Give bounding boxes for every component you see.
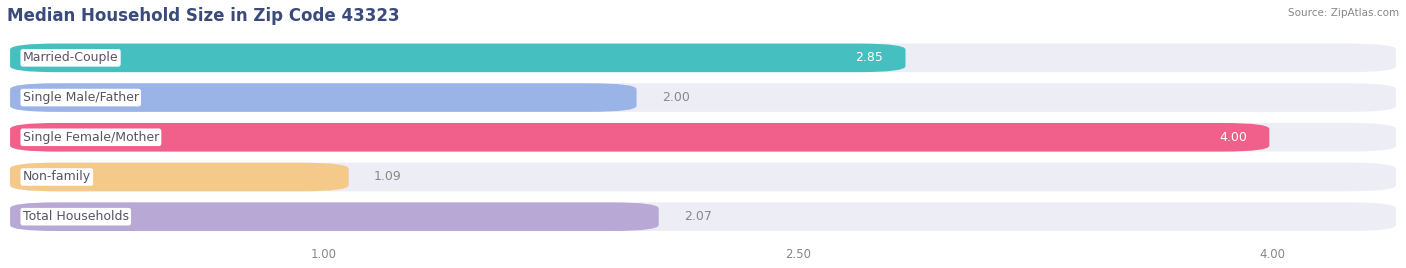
Text: Single Male/Father: Single Male/Father: [22, 91, 139, 104]
FancyBboxPatch shape: [10, 44, 905, 72]
Text: 2.85: 2.85: [855, 51, 883, 64]
Text: Married-Couple: Married-Couple: [22, 51, 118, 64]
Text: Total Households: Total Households: [22, 210, 129, 223]
FancyBboxPatch shape: [10, 202, 658, 231]
Text: 2.00: 2.00: [662, 91, 690, 104]
Text: 4.00: 4.00: [1219, 131, 1247, 144]
Text: Non-family: Non-family: [22, 170, 91, 184]
FancyBboxPatch shape: [10, 44, 1396, 72]
FancyBboxPatch shape: [10, 202, 1396, 231]
FancyBboxPatch shape: [10, 123, 1270, 152]
Text: Single Female/Mother: Single Female/Mother: [22, 131, 159, 144]
FancyBboxPatch shape: [10, 83, 637, 112]
FancyBboxPatch shape: [10, 123, 1396, 152]
Text: Source: ZipAtlas.com: Source: ZipAtlas.com: [1288, 8, 1399, 18]
FancyBboxPatch shape: [10, 163, 349, 191]
Text: 2.07: 2.07: [683, 210, 711, 223]
FancyBboxPatch shape: [10, 83, 1396, 112]
Text: Median Household Size in Zip Code 43323: Median Household Size in Zip Code 43323: [7, 7, 399, 25]
Text: 1.09: 1.09: [374, 170, 402, 184]
FancyBboxPatch shape: [10, 163, 1396, 191]
